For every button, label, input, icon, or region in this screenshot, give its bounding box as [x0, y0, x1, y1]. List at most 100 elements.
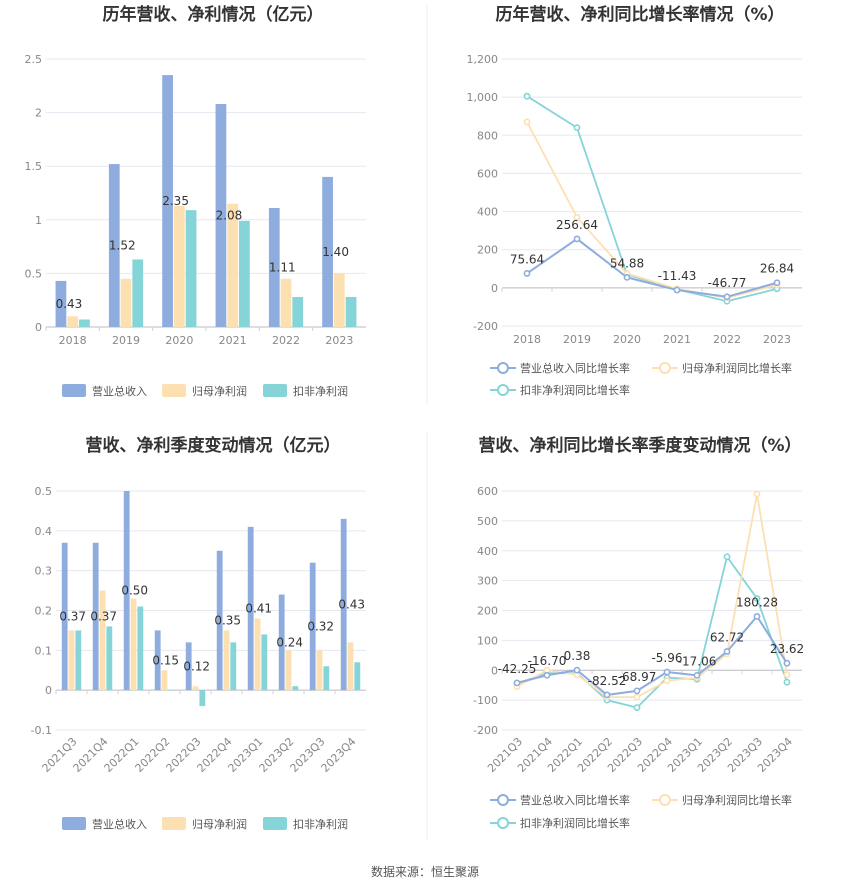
legend-label-net-profit[interactable]: 归母净利润	[192, 384, 247, 398]
legend-label-net-profit[interactable]: 归母净利润同比增长率	[682, 793, 792, 807]
legend-swatch-deducted-profit[interactable]	[263, 817, 287, 830]
bar-deducted-profit	[323, 666, 330, 691]
bar-deducted-profit	[137, 606, 144, 691]
legend-label-revenue[interactable]: 营业总收入	[92, 384, 147, 398]
bar-net-profit	[285, 650, 292, 691]
bar-deducted-profit	[230, 642, 237, 691]
bar-net-profit	[333, 273, 345, 327]
bar-deducted-profit	[292, 686, 299, 691]
legend-label-deducted-profit[interactable]: 扣非净利润同比增长率	[520, 816, 630, 830]
y-tick-label: 0	[45, 684, 52, 697]
line-data-label: -82.52	[588, 674, 627, 688]
bar-data-label: 0.37	[59, 609, 86, 623]
y-tick-label: 1	[35, 214, 42, 227]
x-tick-label: 2021	[219, 334, 247, 347]
legend-swatch-revenue[interactable]	[62, 817, 86, 830]
legend-label-deducted-profit[interactable]: 扣非净利润	[293, 817, 348, 831]
legend-marker-revenue[interactable]	[497, 362, 509, 374]
legend-label-net-profit[interactable]: 归母净利润同比增长率	[682, 361, 792, 375]
bar-revenue	[92, 542, 99, 691]
y-tick-label: 2.5	[25, 53, 43, 66]
bar-data-label: 0.50	[121, 584, 148, 598]
point-revenue	[663, 668, 671, 676]
bar-deducted-profit	[239, 220, 250, 327]
legend-label-deducted-profit[interactable]: 扣非净利润	[293, 384, 348, 398]
legend-marker-revenue[interactable]	[497, 794, 509, 806]
point-deducted-profit	[753, 595, 761, 602]
x-tick-label: 2018	[59, 334, 87, 347]
legend-swatch-net-profit[interactable]	[162, 817, 186, 830]
legend-swatch-revenue[interactable]	[62, 384, 86, 397]
line-deducted-profit	[516, 554, 788, 709]
bar-revenue	[162, 75, 173, 327]
chart-title: 历年营收、净利同比增长率情况（%）	[495, 4, 784, 25]
legend-label-revenue[interactable]: 营业总收入	[92, 817, 147, 831]
point-net-profit	[663, 677, 671, 685]
line-data-label: -5.96	[651, 651, 682, 665]
bar-revenue	[268, 208, 280, 327]
point-revenue	[673, 286, 681, 294]
y-tick-label: 300	[477, 575, 498, 588]
bar-revenue	[55, 280, 67, 327]
point-revenue	[573, 235, 581, 243]
line-data-label: 54.88	[610, 256, 644, 270]
line-data-label: 23.62	[770, 642, 804, 656]
legend-swatch-deducted-profit[interactable]	[263, 384, 287, 397]
bar-net-profit	[120, 278, 132, 327]
legend-label-deducted-profit[interactable]: 扣非净利润同比增长率	[520, 383, 630, 397]
chart-title: 历年营收、净利情况（亿元）	[103, 4, 324, 25]
line-data-label: 62.72	[710, 631, 744, 645]
quarterly-growth-rate-chart: 营收、净利同比增长率季度变动情况（%） -200 -100 0 100 200 300 400…	[473, 435, 804, 830]
legend-marker-net-profit[interactable]	[659, 362, 671, 374]
bar-deducted-profit	[345, 296, 357, 327]
bar-deducted-profit	[132, 259, 144, 327]
legend-label-revenue[interactable]: 营业总收入同比增长率	[520, 361, 630, 375]
data-source-note: 数据来源：恒生聚源	[371, 864, 479, 879]
legend-swatch-net-profit[interactable]	[162, 384, 186, 397]
point-revenue	[543, 671, 551, 679]
point-net-profit	[783, 671, 791, 679]
y-tick-label: 600	[477, 167, 498, 180]
point-revenue	[633, 687, 641, 695]
y-tick-label: 1.5	[25, 160, 43, 173]
point-deducted-profit	[723, 553, 731, 561]
legend-label-net-profit[interactable]: 归母净利润	[192, 817, 247, 831]
line-data-label: -46.77	[708, 276, 747, 290]
chart-title: 营收、净利季度变动情况（亿元）	[86, 435, 341, 456]
point-deducted-profit	[633, 704, 641, 711]
point-net-profit	[753, 490, 761, 498]
bar-data-label: 0.15	[152, 653, 179, 667]
x-tick-label: 2023	[763, 333, 791, 346]
bar-deducted-profit	[79, 319, 90, 327]
legend-marker-net-profit[interactable]	[659, 794, 671, 806]
bar-net-profit	[192, 686, 199, 691]
bar-net-profit	[316, 650, 323, 691]
bar-revenue	[216, 550, 223, 691]
x-tick-label: 2021	[663, 333, 691, 346]
bar-data-label: 1.40	[322, 245, 349, 259]
bar-revenue	[123, 491, 130, 691]
point-revenue	[603, 691, 611, 699]
x-tick-label: 2022	[713, 333, 741, 346]
point-revenue	[693, 671, 701, 679]
legend-label-revenue[interactable]: 营业总收入同比增长率	[520, 793, 630, 807]
bar-net-profit	[68, 630, 75, 691]
legend-marker-deducted-profit[interactable]	[497, 817, 509, 829]
line-data-label: -17.06	[678, 654, 717, 668]
legend-marker-deducted-profit[interactable]	[497, 384, 509, 396]
point-revenue	[773, 279, 781, 287]
point-deducted-profit	[573, 124, 581, 132]
point-deducted-profit	[783, 678, 791, 686]
bar-data-label: 0.24	[276, 635, 303, 649]
x-tick-label: 2020	[613, 333, 641, 346]
bar-revenue	[309, 562, 316, 691]
bar-deducted-profit	[75, 630, 82, 691]
x-tick-label: 2018	[513, 333, 541, 346]
y-tick-label: 200	[477, 605, 498, 618]
x-tick-label: 2023	[325, 334, 353, 347]
line-revenue	[526, 237, 778, 298]
x-tick-label: 2022	[272, 334, 300, 347]
bar-deducted-profit	[106, 626, 113, 691]
